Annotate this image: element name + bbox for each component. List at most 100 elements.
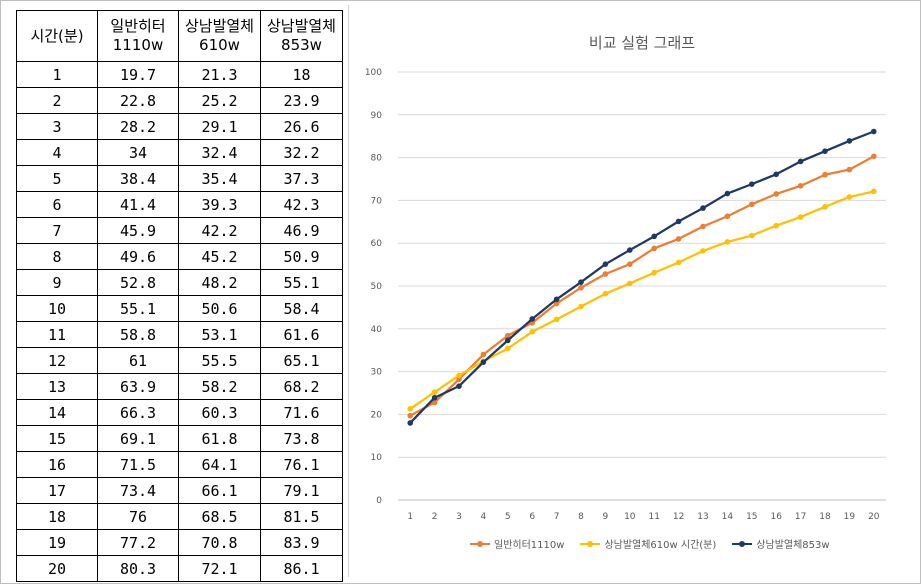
table-cell: 61.6 [260, 321, 343, 348]
data-point [627, 261, 633, 267]
x-tick-label: 13 [697, 512, 708, 522]
table-cell: 20 [16, 555, 98, 582]
data-point [627, 280, 633, 287]
table-cell: 76 [97, 503, 179, 530]
table-header-cell: 시간(분) [16, 10, 98, 62]
table-cell: 64.1 [178, 451, 261, 478]
table-cell: 71.5 [97, 451, 179, 478]
table-cell: 23.9 [260, 87, 343, 114]
table-row: 14 66.3 60.3 71.6 [16, 399, 343, 426]
table-cell: 16 [16, 451, 98, 478]
legend-item: 상남발열체853w [732, 536, 830, 551]
table-row: 18 76 68.5 81.5 [16, 503, 343, 530]
table-row: 17 73.4 66.1 79.1 [16, 477, 343, 504]
table-cell: 22.8 [97, 87, 179, 114]
data-point [675, 236, 682, 242]
x-tick-label: 11 [648, 512, 659, 522]
table-cell: 79.1 [260, 477, 343, 504]
data-point [602, 271, 609, 277]
x-tick-label: 5 [505, 512, 511, 522]
data-point [651, 233, 657, 240]
y-tick-label: 100 [365, 68, 382, 78]
data-point [822, 204, 828, 210]
legend-swatch-icon [580, 540, 601, 547]
x-tick-label: 18 [819, 512, 831, 522]
table-cell: 55.1 [97, 295, 179, 322]
y-tick-label: 60 [371, 239, 383, 249]
table-row: 3 28.2 29.1 26.6 [16, 113, 343, 140]
table-header-cell: 상남발열체 610w [178, 10, 261, 62]
data-point [505, 345, 511, 352]
legend-swatch-icon [732, 540, 753, 547]
data-point [846, 138, 853, 144]
data-point [505, 332, 511, 339]
data-point [797, 214, 804, 220]
data-point [529, 328, 535, 335]
table-cell: 1 [16, 61, 98, 88]
data-table: 시간(분) 일반히터 1110w 상남발열체 610w 상남발열체 853w 1 19.7 21.… [16, 10, 343, 582]
table-row: 12 61 55.5 65.1 [16, 347, 343, 374]
header-line2: 610w [199, 36, 240, 54]
data-point [553, 300, 560, 307]
table-cell: 81.5 [260, 503, 343, 530]
table-cell: 35.4 [178, 165, 261, 192]
table-cell: 6 [16, 191, 98, 218]
table-cell: 29.1 [178, 113, 261, 140]
table-cell: 80.3 [97, 555, 179, 582]
table-cell: 12 [16, 347, 98, 374]
table-cell: 66.1 [178, 477, 261, 504]
table-cell: 66.3 [97, 399, 179, 426]
table-cell: 60.3 [178, 399, 261, 426]
y-tick-label: 50 [371, 282, 383, 292]
chart-title: 비교 실험 그래프 [589, 34, 695, 52]
table-cell: 7 [16, 217, 98, 244]
table-row: 15 69.1 61.8 73.8 [16, 425, 343, 452]
table-cell: 21.3 [178, 61, 261, 88]
table-cell: 8 [16, 243, 98, 270]
data-point [578, 303, 584, 310]
table-cell: 13 [16, 373, 98, 400]
legend-label: 일반히터1110w [494, 540, 565, 551]
data-point [700, 248, 706, 254]
y-tick-label: 70 [371, 196, 383, 206]
data-point [529, 316, 535, 322]
x-tick-label: 15 [746, 512, 757, 522]
data-point [431, 399, 438, 406]
table-cell: 41.4 [97, 191, 179, 218]
table-cell: 58.4 [260, 295, 343, 322]
data-point [797, 183, 804, 189]
data-point [797, 158, 804, 165]
table-cell: 70.8 [178, 529, 261, 556]
table-row: 13 63.9 58.2 68.2 [16, 373, 343, 400]
legend-item: 상남발열체610w 시간(분) [580, 536, 716, 551]
x-tick-label: 3 [456, 512, 462, 522]
header-line2: 1110w [112, 36, 164, 54]
table-cell: 73.8 [260, 425, 343, 452]
table-cell: 18 [260, 61, 343, 88]
data-point [871, 153, 877, 160]
data-point [700, 223, 706, 230]
data-point [456, 383, 462, 389]
table-row: 16 71.5 64.1 76.1 [16, 451, 343, 478]
x-tick-label: 7 [554, 512, 560, 522]
data-point [724, 213, 731, 220]
table-cell: 71.6 [260, 399, 343, 426]
table-cell: 49.6 [97, 243, 179, 270]
x-tick-label: 9 [603, 512, 609, 522]
data-point [749, 232, 755, 239]
y-tick-label: 80 [371, 154, 383, 164]
chart-legend: 일반히터1110w 상남발열체610w 시간(분) 상남발열체853w [470, 536, 830, 551]
data-point [480, 359, 487, 365]
header-line2: 853w [281, 36, 322, 54]
table-row: 1 19.7 21.3 18 [16, 61, 343, 88]
table-cell: 5 [16, 165, 98, 192]
table-cell: 2 [16, 87, 98, 114]
data-point [578, 279, 584, 285]
table-cell: 68.2 [260, 373, 343, 400]
table-header-row: 시간(분) 일반히터 1110w 상남발열체 610w 상남발열체 853w [16, 10, 343, 62]
table-header-cell: 상남발열체 853w [260, 10, 343, 62]
data-point [846, 194, 853, 200]
table-cell: 19 [16, 529, 98, 556]
data-point [822, 148, 828, 154]
table-cell: 11 [16, 321, 98, 348]
